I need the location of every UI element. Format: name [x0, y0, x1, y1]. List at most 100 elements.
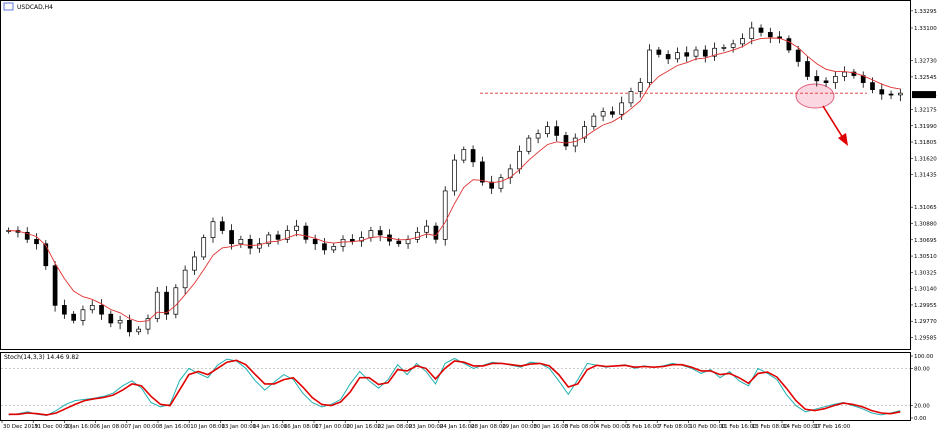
candle [656, 46, 662, 58]
candle [219, 216, 225, 235]
candle [507, 164, 513, 184]
candle [554, 120, 560, 142]
symbol-icon [3, 2, 14, 11]
time-tick-label: 2 Jan 16:00 [65, 424, 97, 430]
candle [591, 112, 597, 130]
candle [405, 235, 411, 249]
price-tick-label: 1.32545 [914, 75, 937, 81]
candle [572, 133, 578, 153]
candle [164, 285, 169, 320]
candle [294, 219, 299, 237]
symbol-title: USDCAD,H4 [17, 4, 53, 11]
down-arrow-icon [822, 105, 848, 146]
candle [349, 234, 355, 245]
candle [359, 231, 364, 247]
candle [62, 299, 67, 319]
candle [331, 243, 337, 253]
candle [628, 87, 634, 107]
candle [210, 217, 216, 243]
candle [898, 88, 903, 102]
price-tick-label: 1.30880 [914, 221, 937, 227]
candle [145, 314, 151, 335]
candle [888, 90, 894, 100]
price-tick-label: 1.30510 [914, 254, 937, 260]
time-tick-label: 28 Jan 08:00 [471, 424, 506, 430]
candles-layer [6, 21, 903, 337]
candle [767, 27, 773, 44]
chart-title: USDCAD,H4 [3, 2, 53, 11]
time-tick-label: 7 Feb 08:00 [658, 424, 691, 430]
time-tick-label: 20 Jan 16:00 [346, 424, 381, 430]
price-tick-label: 1.31620 [914, 156, 937, 162]
current-price-label: 1.32344 [914, 93, 937, 99]
candle [442, 186, 448, 246]
stoch-tick-label: 100.00 [914, 354, 934, 360]
price-tick-label: 1.29770 [914, 319, 937, 325]
candle [582, 120, 587, 143]
candle [480, 156, 485, 186]
candle [740, 33, 745, 48]
candle [247, 234, 253, 255]
time-tick-label: 17 Feb 16:00 [814, 424, 851, 430]
stoch-panel-frame [0, 352, 911, 421]
candle [154, 286, 160, 323]
candle [322, 238, 327, 255]
candle [823, 77, 829, 87]
candle [238, 235, 244, 248]
candle [424, 219, 429, 239]
candle [795, 45, 801, 67]
candle [52, 261, 58, 312]
candle [108, 310, 114, 328]
price-tick-label: 1.31805 [914, 140, 937, 146]
candle [637, 77, 643, 98]
candle [675, 47, 680, 63]
time-tick-label: 4 Feb 00:00 [596, 424, 629, 430]
candle [470, 145, 476, 168]
candle [526, 134, 532, 155]
candle [832, 71, 838, 89]
candle [702, 45, 708, 63]
candle [535, 129, 541, 144]
candle [777, 31, 782, 44]
candle [610, 106, 615, 118]
candle [545, 121, 550, 138]
price-tick-label: 1.31435 [914, 173, 937, 179]
candle [647, 44, 652, 88]
candle [136, 326, 142, 335]
time-tick-label: 10 Jan 08:00 [190, 424, 225, 430]
candle [414, 227, 420, 243]
time-tick-label: 5 Feb 16:00 [627, 424, 660, 430]
candle [89, 300, 95, 314]
candle [34, 233, 39, 250]
candle [201, 234, 207, 261]
price-tick-label: 1.33100 [914, 26, 937, 32]
candle [758, 24, 764, 37]
time-tick-label: 17 Jan 00:00 [315, 424, 350, 430]
candle [461, 146, 467, 164]
candle [600, 107, 606, 122]
stoch-signal-line [8, 359, 901, 416]
candle [721, 44, 727, 52]
candle [71, 311, 77, 324]
time-tick-label: 13 Feb 08:00 [752, 424, 789, 430]
current-price-marker [912, 91, 936, 99]
candle [80, 305, 86, 326]
time-tick-label: 13 Jan 00:00 [221, 424, 256, 430]
time-tick-label: 10 Feb 00:00 [689, 424, 726, 430]
stoch-axis: 100.00 80.00 20.00 0.00 [910, 354, 934, 422]
candle [879, 83, 885, 100]
candle [340, 235, 346, 252]
time-tick-label: 29 Jan 00:00 [502, 424, 537, 430]
time-tick-label: 11 Feb 16:00 [721, 424, 758, 430]
price-axis: 1.33295 1.33100 1.32730 1.32545 1.32175 1.319… [910, 9, 937, 342]
time-tick-label: 31 Dec 00:00 [34, 424, 71, 430]
price-tick-label: 1.30140 [914, 287, 937, 293]
time-tick-label: 14 Jan 16:00 [253, 424, 288, 430]
candle [377, 225, 383, 242]
candle [303, 222, 309, 244]
candle [805, 56, 810, 81]
candle [15, 226, 21, 238]
price-tick-label: 1.29955 [914, 303, 937, 309]
stoch-tick-label: 80.00 [914, 366, 930, 372]
